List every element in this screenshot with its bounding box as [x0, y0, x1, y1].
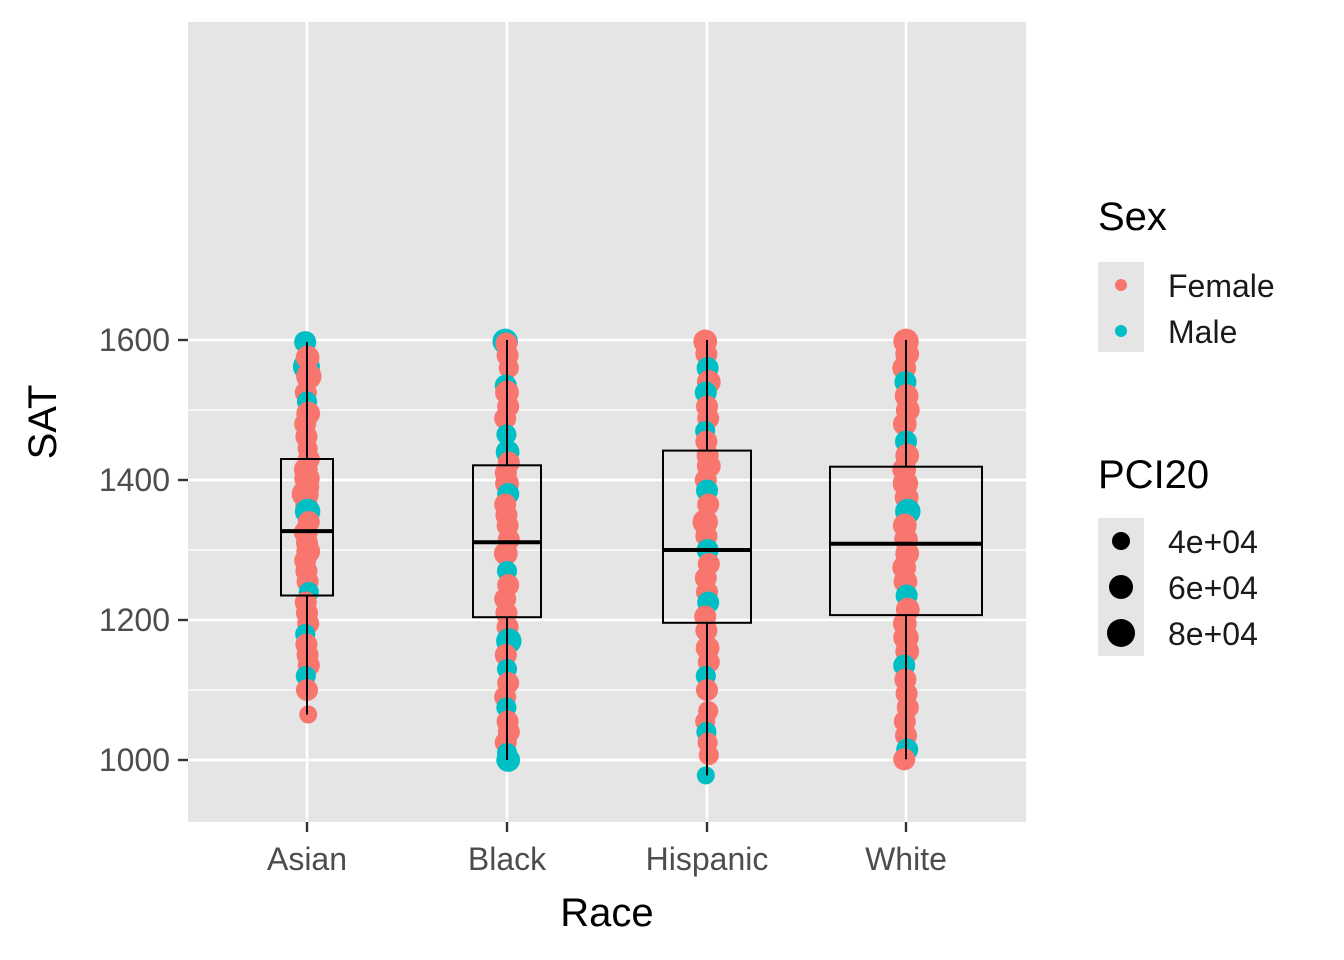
x-tick-label: Hispanic: [646, 841, 769, 877]
y-tick-label: 1600: [99, 322, 170, 358]
legend: Sex Female Male PCI20 4e+04 6e+04 8e+04: [1098, 195, 1275, 656]
boxplots: [280, 340, 983, 776]
box-iqr: [829, 465, 983, 617]
legend-size-key-4e04: [1112, 532, 1130, 550]
data-point: [893, 748, 916, 771]
data-point: [494, 407, 517, 430]
data-point: [698, 745, 719, 766]
x-tick-label: Asian: [267, 841, 347, 877]
data-point: [892, 412, 917, 436]
data-point: [493, 541, 518, 566]
axes: 1000 1200 1400 1600 Asian Black Hispanic White: [99, 322, 947, 877]
x-axis-label: Race: [560, 891, 653, 935]
legend-pci20-title: PCI20: [1098, 453, 1209, 497]
legend-sex-title: Sex: [1098, 195, 1167, 239]
legend-sex-keys: [1098, 262, 1144, 352]
x-tick-label: White: [865, 841, 947, 877]
legend-size-key-8e04: [1107, 619, 1135, 647]
data-point: [696, 766, 715, 785]
data-point: [498, 357, 519, 379]
y-tick-label: 1400: [99, 462, 170, 498]
data-point: [299, 705, 318, 724]
box-iqr: [280, 458, 334, 597]
legend-size-label-4e04: 4e+04: [1168, 524, 1258, 560]
legend-size-key-6e04: [1109, 575, 1133, 599]
plot-panel: [188, 22, 1026, 822]
box-iqr: [662, 449, 752, 624]
y-tick-label: 1200: [99, 602, 170, 638]
legend-size-label-8e04: 8e+04: [1168, 616, 1258, 652]
y-axis-label: SAT: [21, 385, 65, 460]
legend-female-label: Female: [1168, 268, 1275, 304]
legend-female-key: [1115, 279, 1127, 291]
y-tick-label: 1000: [99, 742, 170, 778]
legend-male-label: Male: [1168, 314, 1237, 350]
data-point: [496, 748, 521, 772]
x-tick-label: Black: [468, 841, 547, 877]
legend-male-key: [1115, 325, 1127, 337]
legend-size-label-6e04: 6e+04: [1168, 570, 1258, 606]
